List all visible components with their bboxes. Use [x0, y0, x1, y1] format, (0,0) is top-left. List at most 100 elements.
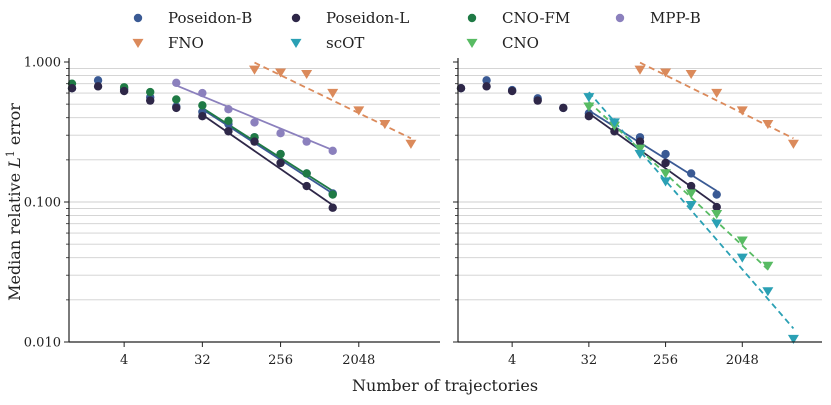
- point-scot: [583, 93, 595, 103]
- legend-label: CNO-FM: [502, 9, 570, 27]
- point-poseidon-b: [661, 149, 670, 159]
- point-scot: [762, 287, 774, 297]
- point-poseidon-l: [67, 83, 77, 93]
- x-tick-label: 32: [581, 353, 598, 368]
- x-tick-label: 256: [268, 353, 293, 368]
- point-fno: [379, 119, 391, 130]
- y-axis-label: Median relative L1 error: [4, 103, 24, 301]
- y-tick-label: 0.010: [24, 336, 61, 351]
- point-poseidon-l: [456, 83, 466, 93]
- legend-label: MPP-B: [650, 9, 701, 27]
- point-poseidon-l: [146, 96, 155, 105]
- point-mpp-b: [302, 137, 311, 146]
- point-cno-fm: [302, 169, 311, 178]
- legend-item-scot: scOT: [290, 34, 364, 52]
- point-mpp-b: [328, 146, 337, 156]
- point-poseidon-l: [93, 82, 103, 91]
- point-cno: [660, 169, 672, 179]
- point-poseidon-l: [198, 112, 207, 121]
- legend-label: scOT: [326, 34, 364, 52]
- point-poseidon-b: [482, 76, 491, 85]
- fit-line-poseidon-b: [588, 109, 718, 192]
- point-mpp-b: [276, 129, 285, 138]
- x-axis-label: Number of trajectories: [352, 376, 538, 395]
- panel-right: 4 32 256 2048: [453, 58, 822, 368]
- x-tick-label: 2048: [726, 353, 759, 368]
- legend-item-fno: FNO: [132, 34, 204, 52]
- point-mpp-b: [250, 118, 259, 127]
- point-fno: [634, 65, 646, 75]
- point-cno-fm: [198, 101, 207, 110]
- y-tick-label: 1.000: [24, 56, 61, 71]
- point-cno: [762, 261, 774, 271]
- point-fno: [301, 69, 313, 80]
- point-fno: [787, 139, 799, 149]
- point-scot: [685, 200, 697, 211]
- point-scot: [660, 177, 672, 187]
- legend-item-cno: CNO: [466, 34, 539, 52]
- point-poseidon-l: [119, 86, 129, 96]
- legend-marker-cno-fm: [467, 13, 477, 23]
- point-poseidon-b: [712, 190, 721, 199]
- legend-marker-poseidon-l: [291, 13, 301, 23]
- fit-line-cno: [588, 101, 769, 271]
- fit-line-scot: [588, 91, 795, 330]
- fit-line-fno: [639, 61, 794, 140]
- fit-line-poseidon-l: [588, 112, 718, 206]
- legend-item-mpp-b: MPP-B: [615, 9, 701, 27]
- point-poseidon-b: [93, 76, 103, 85]
- point-mpp-b: [172, 78, 181, 88]
- point-poseidon-l: [712, 202, 721, 212]
- point-cno: [736, 236, 748, 246]
- point-fno: [353, 106, 365, 116]
- point-fno: [685, 69, 697, 80]
- point-poseidon-l: [686, 181, 696, 191]
- point-scot: [736, 253, 748, 263]
- point-cno-fm: [146, 87, 155, 97]
- fit-line-cno-fm: [201, 107, 334, 192]
- legend-item-poseidon-b: Poseidon-B: [133, 9, 252, 27]
- point-poseidon-l: [224, 127, 233, 136]
- point-poseidon-l: [661, 158, 670, 168]
- x-tick-label: 2048: [342, 353, 375, 368]
- point-scot: [711, 219, 723, 229]
- legend-marker-poseidon-b: [133, 13, 143, 23]
- point-poseidon-l: [482, 82, 491, 91]
- point-fno: [249, 65, 260, 75]
- point-cno-fm: [224, 116, 233, 126]
- point-cno: [711, 209, 723, 220]
- point-fno: [327, 88, 339, 99]
- point-poseidon-l: [276, 158, 285, 168]
- point-poseidon-l: [250, 137, 259, 146]
- point-poseidon-l: [507, 86, 517, 96]
- point-fno: [736, 106, 748, 116]
- point-scot: [608, 118, 620, 128]
- point-poseidon-l: [172, 103, 181, 113]
- point-cno-fm: [328, 190, 337, 199]
- point-cno: [685, 189, 697, 199]
- x-tick-label: 256: [653, 353, 678, 368]
- legend-item-cno-fm: CNO-FM: [467, 9, 570, 27]
- x-tick-label: 32: [194, 353, 211, 368]
- point-cno: [583, 102, 595, 112]
- point-mpp-b: [198, 88, 207, 98]
- point-cno-fm: [276, 149, 285, 159]
- legend-marker-cno: [466, 38, 478, 48]
- legend-marker-fno: [132, 38, 144, 48]
- legend-label: FNO: [168, 34, 204, 52]
- point-mpp-b: [224, 105, 233, 114]
- legend-label: CNO: [502, 34, 539, 52]
- point-poseidon-l: [610, 127, 619, 136]
- x-tick-label: 4: [508, 353, 516, 368]
- point-scot: [787, 334, 799, 344]
- legend-label: Poseidon-L: [326, 9, 409, 27]
- point-fno: [275, 68, 287, 78]
- x-tick-label: 4: [120, 353, 128, 368]
- point-poseidon-l: [302, 181, 311, 191]
- point-cno-fm: [172, 95, 181, 104]
- y-tick-label: 0.100: [24, 196, 61, 211]
- point-fno: [762, 119, 774, 130]
- fit-line-poseidon-l: [201, 114, 334, 206]
